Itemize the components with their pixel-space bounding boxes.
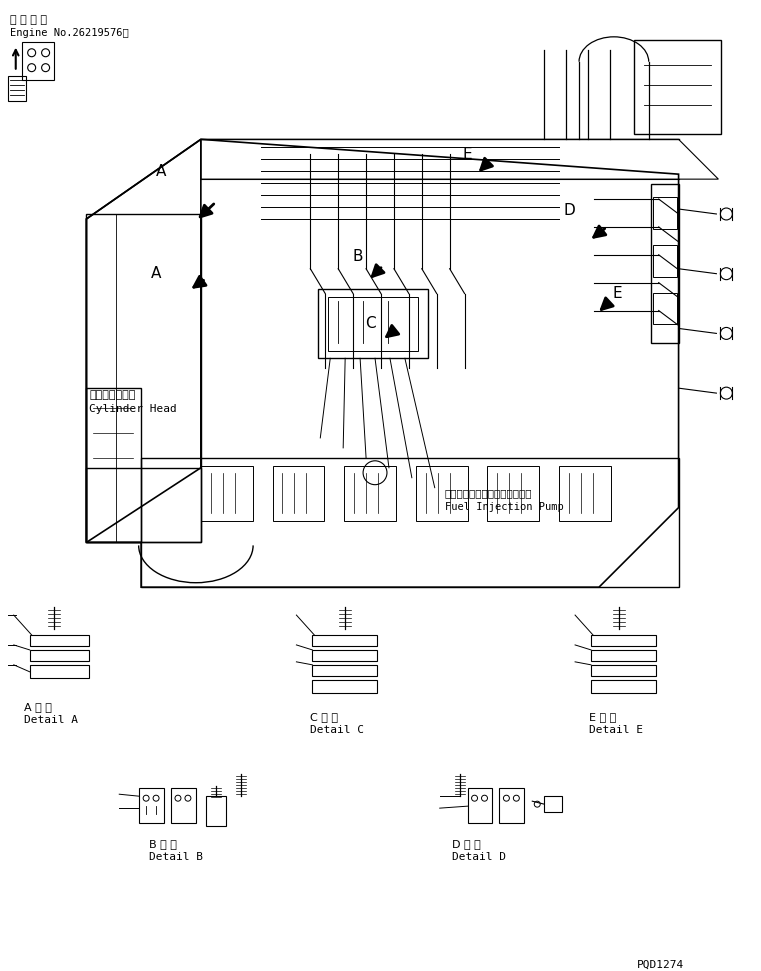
Text: D 詳 細: D 詳 細 (452, 839, 480, 849)
Bar (559, 466, 611, 520)
Bar (87, 214, 201, 543)
Bar (653, 197, 677, 229)
Bar (488, 466, 540, 520)
Bar (591, 635, 656, 646)
Bar (141, 457, 679, 587)
Text: A: A (151, 266, 161, 282)
Bar (591, 665, 656, 676)
Bar (653, 245, 677, 277)
Text: E: E (463, 147, 473, 162)
Text: シリンダヘッド: シリンダヘッド (89, 390, 135, 400)
Bar (8, 76, 26, 101)
Text: E 詳 細: E 詳 細 (589, 712, 616, 721)
Bar (318, 288, 428, 358)
Text: Fuel Injection Pump: Fuel Injection Pump (444, 502, 563, 512)
Text: Detail B: Detail B (149, 852, 203, 862)
Bar (30, 650, 89, 661)
Bar (312, 650, 377, 661)
Text: C: C (365, 316, 375, 331)
Bar (312, 680, 377, 692)
Bar (634, 40, 721, 134)
Text: E: E (612, 286, 622, 301)
Bar (272, 466, 324, 520)
Bar (591, 650, 656, 661)
Text: Detail E: Detail E (589, 724, 643, 734)
Bar (139, 788, 164, 823)
Bar (416, 466, 467, 520)
Bar (87, 388, 141, 543)
Text: C 詳 細: C 詳 細 (310, 712, 339, 721)
Text: フェルインジュクションポンプ: フェルインジュクションポンプ (444, 487, 532, 498)
Bar (499, 788, 524, 823)
Text: Cylinder Head: Cylinder Head (89, 404, 177, 414)
Bar (544, 796, 562, 812)
Bar (591, 680, 656, 692)
Bar (201, 466, 253, 520)
Text: A: A (156, 164, 166, 179)
Bar (651, 184, 679, 344)
Bar (22, 42, 53, 80)
Bar (312, 665, 377, 676)
Text: B: B (353, 250, 363, 264)
Bar (653, 292, 677, 324)
Bar (171, 788, 196, 823)
Text: Detail C: Detail C (310, 724, 365, 734)
Text: 適 用 号 機: 適 用 号 機 (10, 15, 46, 25)
Text: Detail D: Detail D (452, 852, 505, 862)
Bar (344, 466, 396, 520)
Text: Detail A: Detail A (24, 715, 78, 724)
Bar (467, 788, 492, 823)
Text: A 詳 細: A 詳 細 (24, 702, 52, 712)
Text: D: D (563, 204, 575, 218)
Bar (30, 635, 89, 646)
Text: Engine No.26219576～: Engine No.26219576～ (10, 28, 129, 38)
Bar (328, 296, 418, 352)
Text: PQD1274: PQD1274 (637, 959, 684, 969)
Bar (312, 635, 377, 646)
Bar (205, 796, 226, 826)
Text: B 詳 細: B 詳 細 (149, 839, 177, 849)
Bar (30, 665, 89, 678)
